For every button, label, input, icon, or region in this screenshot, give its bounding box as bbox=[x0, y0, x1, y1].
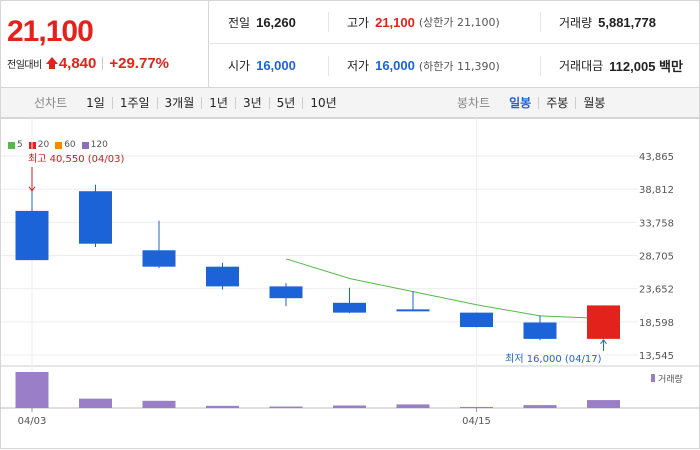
high-label: 고가 bbox=[347, 15, 370, 30]
y-tick-label: 13,545 bbox=[639, 351, 674, 362]
candle-body bbox=[333, 302, 366, 313]
y-tick-label: 43,865 bbox=[639, 152, 674, 163]
legend-ma60: 60 bbox=[55, 140, 76, 150]
price-chart[interactable]: 43,865 38,812 33,758 28,705 23,652 18,598 13,5… bbox=[0, 118, 700, 450]
open-value: 16,000 bbox=[256, 58, 296, 73]
trade-amount-label: 거래대금 bbox=[559, 59, 604, 73]
legend-label: 20 bbox=[37, 140, 50, 150]
x-tick-label: 04/15 bbox=[462, 416, 491, 427]
y-tick-label: 23,652 bbox=[639, 285, 674, 296]
volume-legend-label: 거래량 bbox=[658, 373, 683, 385]
period-10y-tab[interactable]: 10년 bbox=[310, 95, 337, 110]
y-tick-label: 38,812 bbox=[639, 185, 674, 196]
prev-close-label: 전일 bbox=[228, 15, 251, 30]
change-value: 4,840 bbox=[58, 55, 97, 72]
current-price: 21,100 bbox=[7, 15, 94, 48]
period-1w-tab[interactable]: 1주일 bbox=[113, 96, 158, 109]
legend-ma120: 120 bbox=[81, 140, 108, 150]
daily-candle-tab[interactable]: 일봉 bbox=[502, 96, 540, 109]
candle-body bbox=[79, 191, 112, 244]
chart-toolbar: 선차트 1일 1주일 3개월 1년 3년 5년 10년 봉차트 일봉 주봉 월봉 bbox=[0, 88, 700, 118]
price-panel: 21,100 전일대비 4,840 +29.77% bbox=[1, 1, 209, 87]
volume-bar bbox=[396, 404, 430, 408]
legend-label: 60 bbox=[64, 140, 76, 150]
period-1d-tab[interactable]: 1일 bbox=[79, 96, 113, 109]
high-arrow-head bbox=[28, 186, 36, 192]
divider bbox=[102, 57, 104, 70]
legend-label: 5 bbox=[17, 140, 23, 150]
low-annotation: 최저 16,000 (04/17) bbox=[505, 353, 601, 365]
high-cell: 고가 21,100 (상한가 21,100) bbox=[328, 12, 540, 32]
volume-value: 5,881,778 bbox=[598, 14, 656, 30]
low-label: 저가 bbox=[347, 59, 370, 73]
volume-bar bbox=[523, 405, 557, 408]
candle-body bbox=[15, 210, 49, 261]
legend-swatch bbox=[81, 141, 89, 149]
low-arrow-head bbox=[600, 339, 607, 345]
weekly-candle-tab[interactable]: 주봉 bbox=[539, 96, 577, 109]
legend-ma5: 5 bbox=[8, 140, 23, 150]
volume-bar bbox=[587, 400, 620, 408]
quote-row-2: 시가 16,000 저가 16,000 (하한가 11,390) 거래대금 11… bbox=[210, 44, 699, 87]
line-chart-group: 선차트 1일 1주일 3개월 1년 3년 5년 10년 bbox=[34, 88, 344, 117]
prev-close-cell: 전일 16,260 bbox=[210, 12, 328, 32]
volume-bar bbox=[333, 405, 366, 408]
candle-body bbox=[460, 312, 493, 328]
period-5y-tab[interactable]: 5년 bbox=[270, 96, 304, 109]
volume-label: 거래량 bbox=[559, 15, 593, 30]
volume-bar bbox=[460, 406, 493, 408]
legend-swatch bbox=[8, 141, 15, 149]
chart-canvas[interactable]: 43,865 38,812 33,758 28,705 23,652 18,598 13,5… bbox=[0, 118, 700, 450]
y-tick-label: 28,705 bbox=[639, 252, 674, 263]
volume-bar bbox=[269, 406, 303, 408]
legend-label: 120 bbox=[90, 140, 108, 150]
volume-bar bbox=[79, 398, 112, 408]
change-row: 전일대비 4,840 +29.77% bbox=[7, 55, 169, 72]
low-cell: 저가 16,000 (하한가 11,390) bbox=[328, 55, 540, 76]
candle-body bbox=[523, 322, 557, 339]
volume-bar bbox=[142, 400, 176, 408]
monthly-candle-tab[interactable]: 월봉 bbox=[583, 95, 606, 110]
legend-swatch bbox=[55, 141, 63, 149]
quote-row-1: 전일 16,260 고가 21,100 (상한가 21,100) 거래량 5,8… bbox=[210, 1, 699, 44]
high-value: 21,100 bbox=[375, 14, 415, 30]
y-tick-label: 33,758 bbox=[639, 218, 674, 229]
low-value: 16,000 bbox=[375, 58, 415, 73]
trade-amount-value: 112,005 백만 bbox=[609, 59, 683, 74]
candle-chart-title: 봉차트 bbox=[457, 96, 491, 110]
volume-cell: 거래량 5,881,778 bbox=[540, 12, 699, 32]
up-arrow-icon bbox=[45, 57, 58, 69]
trade-amount-cell: 거래대금 112,005 백만 bbox=[540, 55, 699, 76]
candle-body bbox=[206, 266, 239, 287]
period-3m-tab[interactable]: 3개월 bbox=[158, 96, 203, 109]
change-percent: +29.77% bbox=[109, 55, 169, 72]
y-tick-label: 18,598 bbox=[639, 318, 674, 329]
ma5-line bbox=[285, 258, 604, 320]
volume-legend-swatch bbox=[651, 374, 655, 382]
candle-body bbox=[142, 250, 176, 267]
candle-chart-group: 봉차트 일봉 주봉 월봉 bbox=[457, 88, 612, 117]
lower-limit: (하한가 11,390) bbox=[418, 59, 500, 73]
volume-bar bbox=[15, 372, 49, 408]
change-label: 전일대비 bbox=[7, 60, 42, 71]
volume-bar bbox=[206, 405, 239, 408]
open-label: 시가 bbox=[228, 59, 251, 73]
period-3y-tab[interactable]: 3년 bbox=[236, 96, 270, 109]
line-chart-title: 선차트 bbox=[34, 96, 68, 110]
candle-body bbox=[269, 286, 303, 299]
candle-body bbox=[587, 305, 620, 339]
x-tick-label: 04/03 bbox=[18, 416, 47, 427]
quote-header: 21,100 전일대비 4,840 +29.77% 전일 16,260 고가 2… bbox=[0, 0, 700, 88]
period-1y-tab[interactable]: 1년 bbox=[202, 96, 236, 109]
candle-body bbox=[396, 309, 430, 312]
upper-limit: (상한가 21,100) bbox=[418, 16, 500, 29]
prev-close-value: 16,260 bbox=[256, 14, 296, 30]
open-cell: 시가 16,000 bbox=[210, 56, 328, 76]
high-annotation: 최고 40,550 (04/03) bbox=[28, 153, 124, 165]
